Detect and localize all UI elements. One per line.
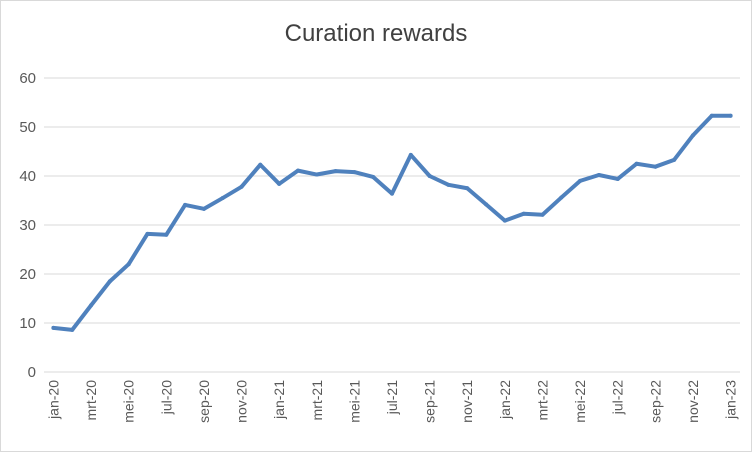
x-tick-label: nov-22 — [685, 380, 701, 423]
data-point — [653, 164, 658, 169]
data-point — [484, 202, 489, 207]
data-point — [164, 232, 169, 237]
data-point — [277, 181, 282, 186]
data-point — [220, 196, 225, 201]
data-point — [239, 184, 244, 189]
x-tick-label: jan-20 — [45, 380, 61, 420]
x-tick-label: jul-21 — [384, 380, 400, 415]
data-point — [540, 212, 545, 217]
data-point — [145, 231, 150, 236]
y-tick-label: 20 — [19, 266, 36, 283]
x-tick-label: mrt-22 — [534, 380, 550, 421]
x-tick-label: jan-23 — [723, 380, 739, 420]
y-axis-ticks: 0 10 20 30 40 50 60 — [19, 70, 36, 381]
data-point — [258, 162, 263, 167]
data-point — [596, 173, 601, 178]
x-tick-label: sep-21 — [422, 380, 438, 423]
data-point — [690, 133, 695, 138]
data-point — [709, 113, 714, 118]
y-tick-label: 10 — [19, 315, 36, 332]
x-tick-label: mei-22 — [572, 380, 588, 423]
x-tick-label: nov-20 — [234, 380, 250, 423]
data-point — [578, 178, 583, 183]
data-point — [559, 195, 564, 200]
x-tick-label: jan-22 — [497, 380, 513, 420]
data-point — [672, 157, 677, 162]
x-tick-label: jul-20 — [158, 380, 174, 415]
y-tick-label: 0 — [28, 364, 36, 381]
series-layer — [51, 113, 733, 332]
x-tick-label: jan-21 — [271, 380, 287, 420]
data-point — [390, 191, 394, 196]
data-point — [70, 327, 75, 332]
x-tick-label: jul-22 — [610, 380, 626, 415]
x-axis-ticks: jan-20 mrt-20 mei-20 jul-20 sep-20 nov-20 jan-… — [45, 380, 738, 423]
data-point — [352, 170, 357, 175]
data-point — [107, 279, 112, 284]
y-tick-label: 50 — [19, 119, 36, 136]
data-point — [446, 182, 451, 187]
data-point — [201, 206, 206, 211]
data-point — [126, 262, 131, 267]
data-point — [333, 169, 338, 174]
data-point — [51, 325, 56, 330]
chart-title: Curation rewards — [284, 20, 468, 47]
data-point — [521, 211, 526, 216]
data-point — [615, 176, 620, 181]
x-tick-label: mrt-20 — [83, 380, 99, 421]
x-tick-label: mrt-21 — [309, 380, 325, 421]
data-point — [295, 168, 300, 173]
y-tick-label: 40 — [19, 168, 36, 185]
y-tick-label: 60 — [19, 70, 36, 87]
data-point — [728, 113, 733, 118]
x-tick-label: nov-21 — [459, 380, 475, 423]
data-point — [502, 218, 507, 223]
data-point — [427, 174, 432, 178]
data-point — [89, 303, 94, 308]
data-point — [465, 186, 470, 191]
x-tick-label: mei-20 — [121, 380, 137, 423]
data-point — [634, 161, 639, 166]
x-tick-label: sep-22 — [647, 380, 663, 423]
data-point — [314, 172, 319, 177]
data-point — [371, 174, 376, 179]
data-point — [183, 202, 188, 207]
x-tick-label: mei-21 — [346, 380, 362, 423]
data-point — [408, 152, 413, 157]
series-line-0 — [51, 113, 733, 332]
x-tick-label: sep-20 — [196, 380, 212, 423]
y-tick-label: 30 — [19, 217, 36, 234]
gridlines — [44, 77, 740, 373]
